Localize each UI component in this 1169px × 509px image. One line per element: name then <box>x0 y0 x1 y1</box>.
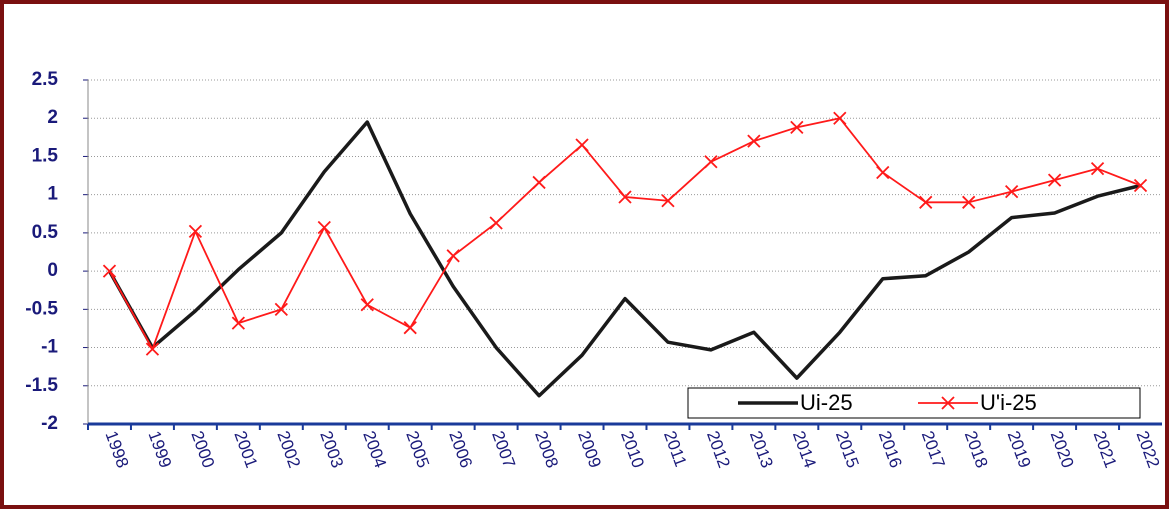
point-marker <box>575 138 589 152</box>
point-marker <box>360 298 374 312</box>
point-marker <box>231 316 245 330</box>
point-marker <box>661 194 675 208</box>
point-marker <box>790 120 804 135</box>
point-marker <box>962 195 976 209</box>
point-marker <box>833 111 847 125</box>
point-marker <box>274 302 288 316</box>
point-marker <box>1005 184 1019 199</box>
point-marker <box>704 155 718 169</box>
y-tick-label: 0.5 <box>32 222 59 243</box>
legend-label: U'i-25 <box>980 390 1037 415</box>
point-marker <box>1090 162 1105 176</box>
point-marker <box>188 224 203 238</box>
point-marker <box>876 165 890 180</box>
legend: Ui-25 U'i-25 <box>687 387 1141 419</box>
point-marker <box>403 321 417 335</box>
y-tick-label: -1.5 <box>25 375 58 396</box>
point-marker <box>1133 178 1148 193</box>
point-marker <box>618 190 632 204</box>
y-tick-label: 2 <box>47 107 58 128</box>
legend-label: Ui-25 <box>800 390 853 415</box>
y-tick-label: 1.5 <box>32 145 59 166</box>
point-marker <box>1047 173 1062 187</box>
y-tick-label: -0.5 <box>25 298 58 319</box>
point-marker <box>145 342 160 356</box>
point-marker <box>317 220 331 235</box>
point-marker <box>446 249 460 263</box>
point-marker <box>489 216 503 230</box>
y-tick-label: -1 <box>41 337 58 358</box>
y-tick-label: -2 <box>41 413 58 434</box>
point-marker <box>919 195 933 209</box>
series-line <box>107 120 1141 398</box>
point-marker <box>102 264 117 278</box>
y-tick-label: 0 <box>47 260 58 281</box>
y-tick-label: 1 <box>47 184 58 205</box>
point-marker <box>747 134 761 148</box>
legend-marker <box>941 396 955 410</box>
point-marker <box>532 175 546 190</box>
y-tick-label: 2.5 <box>32 69 59 90</box>
